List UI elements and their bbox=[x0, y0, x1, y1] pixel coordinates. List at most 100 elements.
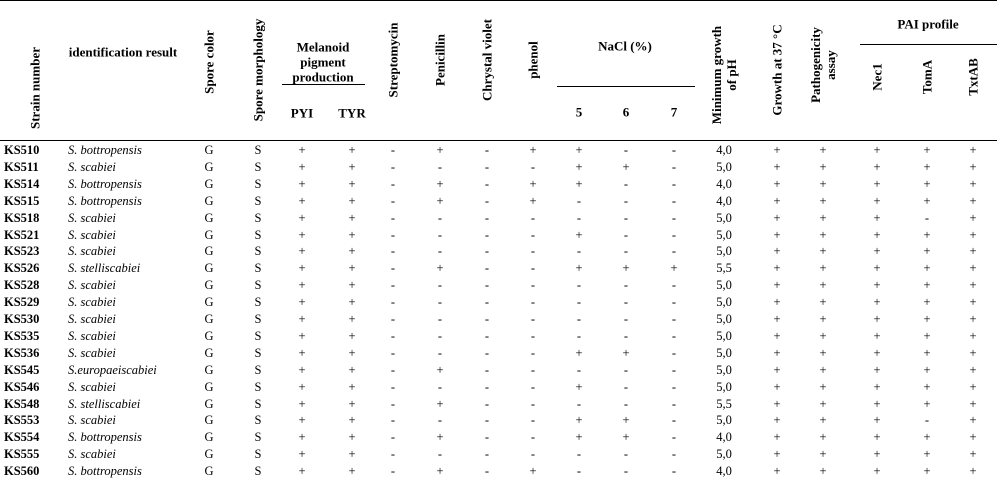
cell: + bbox=[575, 159, 583, 174]
cell: - bbox=[530, 159, 536, 174]
group-header: PAI profile bbox=[897, 16, 959, 32]
cell: - bbox=[671, 278, 677, 293]
strain-cell: KS545 bbox=[4, 362, 40, 377]
cell: - bbox=[437, 278, 443, 293]
cell: + bbox=[873, 244, 881, 259]
strain-cell: KS511 bbox=[4, 159, 39, 174]
cell: S bbox=[254, 345, 262, 360]
cell: - bbox=[671, 464, 677, 479]
cell: - bbox=[623, 244, 629, 259]
cell: - bbox=[390, 345, 396, 360]
cell: + bbox=[819, 447, 827, 462]
strain-cell: KS555 bbox=[4, 447, 40, 462]
cell: + bbox=[773, 261, 781, 276]
cell: 5,5 bbox=[716, 396, 732, 411]
cell: + bbox=[298, 227, 306, 242]
cell: - bbox=[484, 295, 490, 310]
cell: + bbox=[348, 447, 356, 462]
cell: + bbox=[969, 362, 977, 377]
cell: - bbox=[576, 278, 582, 293]
cell: + bbox=[298, 193, 306, 208]
cell: + bbox=[348, 312, 356, 326]
cell: S bbox=[254, 413, 262, 428]
cell: + bbox=[773, 396, 781, 411]
cell: - bbox=[530, 244, 536, 259]
cell: - bbox=[671, 328, 677, 343]
cell: - bbox=[530, 227, 536, 242]
cell: + bbox=[298, 312, 306, 326]
cell: + bbox=[873, 379, 881, 394]
cell: - bbox=[671, 312, 677, 326]
cell: 5,0 bbox=[716, 159, 732, 174]
cell: + bbox=[819, 227, 827, 242]
cell: + bbox=[873, 143, 881, 157]
cell: + bbox=[298, 159, 306, 174]
cell: - bbox=[671, 396, 677, 411]
cell: - bbox=[924, 413, 930, 428]
cell: + bbox=[819, 261, 827, 276]
cell: + bbox=[773, 143, 781, 157]
cell: - bbox=[530, 430, 536, 445]
cell: + bbox=[969, 312, 977, 326]
cell: - bbox=[530, 362, 536, 377]
cell: G bbox=[204, 159, 214, 174]
species-cell: S. scabiei bbox=[68, 295, 116, 310]
cell: - bbox=[671, 362, 677, 377]
species-cell: S. scabiei bbox=[68, 227, 116, 242]
cell: + bbox=[575, 379, 583, 394]
cell: - bbox=[530, 396, 536, 411]
cell: - bbox=[437, 379, 443, 394]
cell: G bbox=[204, 362, 214, 377]
column-header: Strain number bbox=[27, 47, 43, 129]
cell: + bbox=[819, 159, 827, 174]
cell: - bbox=[437, 345, 443, 360]
cell: 5,0 bbox=[716, 328, 732, 343]
cell: - bbox=[390, 295, 396, 310]
cell: S bbox=[254, 261, 262, 276]
rule bbox=[557, 86, 695, 87]
cell: S bbox=[254, 430, 262, 445]
cell: 5,0 bbox=[716, 379, 732, 394]
cell: + bbox=[873, 430, 881, 445]
cell: + bbox=[969, 396, 977, 411]
cell: - bbox=[623, 379, 629, 394]
cell: + bbox=[298, 447, 306, 462]
cell: - bbox=[484, 227, 490, 242]
cell: - bbox=[390, 261, 396, 276]
cell: G bbox=[204, 464, 214, 479]
cell: + bbox=[923, 227, 931, 242]
cell: - bbox=[623, 328, 629, 343]
cell: G bbox=[204, 143, 214, 157]
cell: + bbox=[969, 176, 977, 191]
cell: + bbox=[436, 464, 444, 479]
cell: S bbox=[254, 362, 262, 377]
species-cell: S. bottropensis bbox=[68, 430, 142, 445]
cell: + bbox=[873, 413, 881, 428]
cell: - bbox=[924, 210, 930, 225]
cell: + bbox=[348, 328, 356, 343]
cell: - bbox=[437, 413, 443, 428]
cell: + bbox=[923, 193, 931, 208]
cell: + bbox=[969, 328, 977, 343]
cell: G bbox=[204, 227, 214, 242]
cell: + bbox=[923, 345, 931, 360]
cell: + bbox=[873, 396, 881, 411]
cell: + bbox=[348, 464, 356, 479]
cell: + bbox=[773, 345, 781, 360]
cell: - bbox=[484, 278, 490, 293]
cell: - bbox=[390, 227, 396, 242]
cell: - bbox=[576, 193, 582, 208]
cell: - bbox=[484, 261, 490, 276]
cell: + bbox=[773, 328, 781, 343]
cell: G bbox=[204, 261, 214, 276]
cell: + bbox=[575, 345, 583, 360]
cell: S bbox=[254, 176, 262, 191]
cell: - bbox=[484, 328, 490, 343]
cell: + bbox=[873, 210, 881, 225]
cell: - bbox=[530, 210, 536, 225]
column-header: PYI bbox=[290, 105, 314, 121]
cell: + bbox=[923, 278, 931, 293]
cell: - bbox=[390, 464, 396, 479]
cell: + bbox=[575, 413, 583, 428]
cell: + bbox=[873, 312, 881, 326]
